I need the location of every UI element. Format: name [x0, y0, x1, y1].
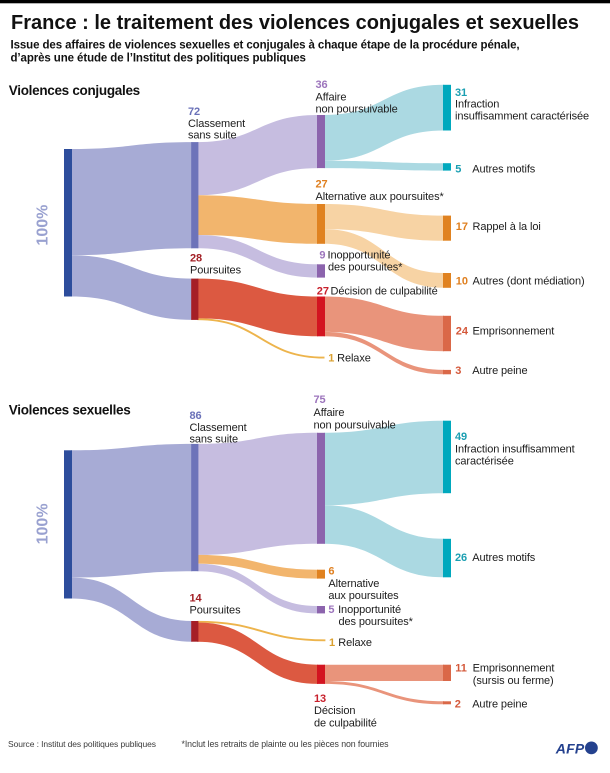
svg-text:100%: 100%: [35, 503, 52, 544]
svg-text:Violences sexuelles: Violences sexuelles: [9, 403, 131, 418]
svg-text:(sursis ou ferme): (sursis ou ferme): [473, 675, 554, 687]
svg-text:*Inclut les retraits de plaint: *Inclut les retraits de plainte ou les p…: [182, 739, 390, 749]
svg-text:100%: 100%: [35, 205, 52, 246]
svg-text:10: 10: [456, 276, 468, 288]
svg-text:Décision: Décision: [314, 705, 355, 717]
svg-text:Issue des affaires de violence: Issue des affaires de violences sexuelle…: [11, 39, 520, 51]
svg-text:3: 3: [455, 365, 461, 377]
svg-text:France : le traitement des vio: France : le traitement des violences con…: [11, 12, 579, 34]
svg-text:des poursuites*: des poursuites*: [328, 262, 403, 274]
svg-text:Poursuites: Poursuites: [190, 605, 242, 617]
svg-text:Autres (dont médiation): Autres (dont médiation): [473, 276, 585, 288]
svg-text:5: 5: [328, 604, 334, 616]
svg-text:Classement: Classement: [188, 118, 245, 130]
svg-text:Infraction: Infraction: [455, 99, 499, 111]
svg-text:Affaire: Affaire: [316, 91, 347, 103]
svg-text:6: 6: [328, 565, 334, 577]
svg-text:Emprisonnement: Emprisonnement: [473, 325, 555, 337]
svg-text:Inopportunité: Inopportunité: [338, 604, 401, 616]
svg-text:5: 5: [455, 163, 461, 175]
svg-text:11: 11: [455, 663, 466, 675]
svg-text:Autres motifs: Autres motifs: [472, 552, 535, 564]
svg-text:de culpabilité: de culpabilité: [314, 717, 377, 729]
svg-text:Décision de culpabilité: Décision de culpabilité: [331, 286, 438, 298]
svg-text:31: 31: [455, 87, 467, 99]
svg-text:26: 26: [455, 552, 467, 564]
svg-text:sans suite: sans suite: [188, 130, 237, 142]
svg-text:Autre peine: Autre peine: [472, 699, 527, 711]
svg-text:Infraction insuffisamment: Infraction insuffisamment: [455, 443, 575, 455]
svg-text:Autres motifs: Autres motifs: [472, 163, 535, 175]
svg-text:28: 28: [190, 253, 202, 265]
svg-text:Rappel à la loi: Rappel à la loi: [473, 221, 541, 233]
svg-text:27: 27: [316, 179, 328, 191]
svg-text:Autre peine: Autre peine: [472, 365, 527, 377]
svg-text:Violences conjugales: Violences conjugales: [9, 83, 140, 98]
svg-text:27: 27: [317, 286, 329, 298]
svg-text:36: 36: [316, 79, 328, 91]
svg-text:Relaxe: Relaxe: [337, 353, 371, 365]
svg-text:24: 24: [456, 325, 469, 337]
svg-text:17: 17: [456, 221, 468, 233]
svg-text:Relaxe: Relaxe: [338, 637, 372, 649]
svg-text:13: 13: [314, 693, 326, 705]
svg-text:Poursuites: Poursuites: [190, 265, 242, 277]
svg-text:14: 14: [190, 592, 203, 604]
svg-text:Alternative aux poursuites*: Alternative aux poursuites*: [316, 191, 445, 203]
svg-text:non poursuivable: non poursuivable: [316, 104, 398, 116]
svg-text:AFP: AFP: [555, 740, 585, 756]
svg-text:Classement: Classement: [190, 422, 247, 434]
svg-text:d’après une étude de l’Institu: d’après une étude de l’Institut des poli…: [11, 52, 306, 64]
svg-text:des poursuites*: des poursuites*: [339, 616, 414, 628]
svg-text:caractérisée: caractérisée: [455, 456, 514, 468]
svg-text:9: 9: [319, 250, 325, 262]
svg-text:49: 49: [455, 431, 467, 443]
svg-text:86: 86: [190, 410, 202, 422]
svg-text:Affaire: Affaire: [314, 407, 345, 419]
svg-text:sans suite: sans suite: [190, 434, 239, 446]
svg-text:1: 1: [328, 353, 334, 365]
svg-text:72: 72: [188, 106, 200, 118]
svg-text:1: 1: [329, 637, 335, 649]
svg-text:Source : Institut des politiqu: Source : Institut des politiques publiqu…: [8, 739, 156, 749]
svg-text:Emprisonnement: Emprisonnement: [473, 663, 555, 675]
svg-text:insuffisamment caractérisée: insuffisamment caractérisée: [455, 111, 589, 123]
svg-text:aux poursuites: aux poursuites: [328, 590, 399, 602]
svg-text:non poursuivable: non poursuivable: [314, 419, 396, 431]
svg-text:Alternative: Alternative: [328, 578, 379, 590]
svg-text:75: 75: [314, 394, 326, 406]
svg-text:2: 2: [455, 699, 461, 711]
svg-text:Inopportunité: Inopportunité: [328, 250, 391, 262]
